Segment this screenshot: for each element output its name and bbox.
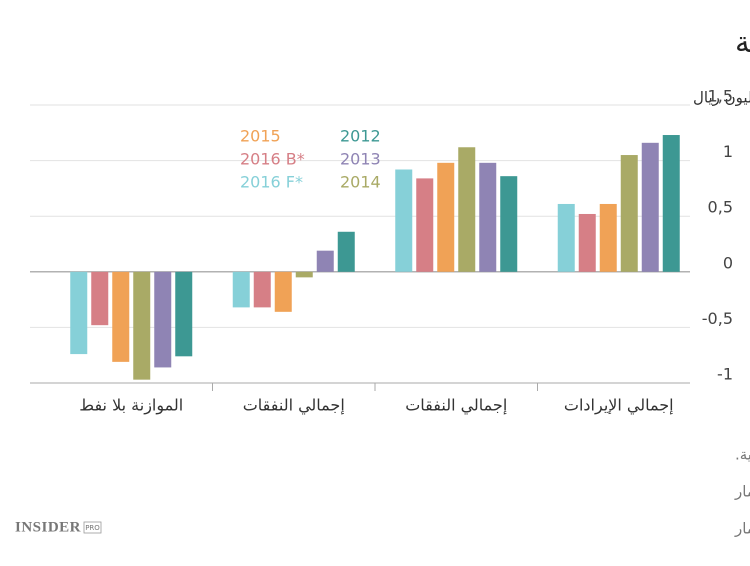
logo-box — [83, 521, 102, 534]
bar — [316, 250, 334, 272]
footnote: وقد دخلت في تقديرات جدوى للاستثمار — [734, 483, 750, 502]
legend-entry: 2013 — [340, 150, 381, 169]
y-tick-label: -0,5 — [702, 309, 733, 328]
legend-entry: 2014 — [340, 173, 381, 192]
bar — [70, 271, 88, 355]
bar — [274, 271, 292, 312]
bar — [437, 162, 455, 272]
chart-title: ميزانية المملكة العربية السعودية لا تزال… — [735, 25, 750, 59]
y-tick-label: 1,5 — [708, 87, 733, 106]
y-axis-label: تريليون ريال — [693, 89, 750, 107]
x-tick-label: إجمالي الإيرادات — [564, 396, 674, 416]
bar — [557, 203, 575, 272]
y-tick-label: 0,5 — [708, 198, 733, 217]
x-tick-label: إجمالي النفقات — [405, 396, 507, 416]
footnote: * B 2016: التكهنات حول الميزانية لوزارة … — [735, 446, 750, 465]
bar — [416, 178, 434, 272]
logo-suffix: PRO — [85, 524, 100, 532]
bar — [91, 271, 109, 326]
bar — [641, 142, 659, 272]
bar — [458, 147, 476, 272]
bar — [154, 271, 172, 368]
legend-entry: 2012 — [340, 127, 381, 146]
footnote: * F 2016: تكهنات جدوى للاستثمار — [734, 520, 750, 538]
bar — [599, 203, 617, 272]
y-tick-label: -1 — [717, 365, 733, 384]
legend-entry: 2016 B* — [240, 150, 305, 169]
bar — [253, 271, 271, 308]
logo: INSIDER — [15, 519, 81, 535]
bar — [395, 169, 413, 272]
bar — [295, 271, 313, 278]
bar — [112, 271, 130, 362]
legend-entry: 2016 F* — [240, 173, 303, 192]
bar — [232, 271, 250, 308]
bar — [578, 213, 596, 272]
bar — [620, 155, 638, 272]
y-tick-label: 0 — [723, 253, 733, 272]
y-tick-label: 1 — [723, 142, 733, 161]
bar — [662, 135, 680, 272]
bar — [500, 176, 518, 272]
x-tick-label: الموازنة بلا نفط — [79, 396, 183, 416]
x-tick-label: إجمالي النفقات — [243, 396, 345, 416]
bar — [133, 271, 151, 380]
bar — [479, 162, 497, 272]
bar — [337, 231, 355, 272]
legend-entry: 2015 — [240, 127, 281, 146]
bar — [175, 271, 193, 357]
